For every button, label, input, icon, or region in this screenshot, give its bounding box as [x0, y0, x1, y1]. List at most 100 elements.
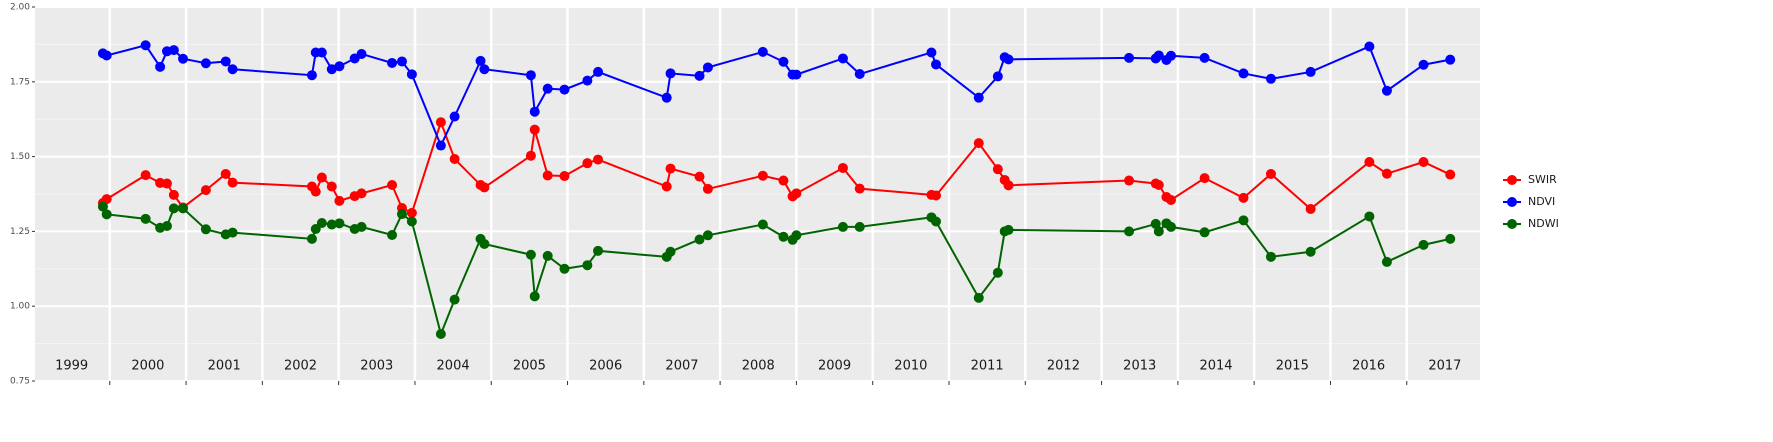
- legend-label: NDVI: [1528, 195, 1555, 208]
- data-point: [1238, 68, 1249, 79]
- data-point: [406, 216, 417, 227]
- data-point: [529, 291, 540, 302]
- data-point: [992, 164, 1003, 175]
- data-point: [1364, 211, 1375, 222]
- data-point: [200, 224, 211, 235]
- data-point: [1124, 175, 1135, 186]
- data-point: [1238, 215, 1249, 226]
- data-point: [542, 170, 553, 181]
- data-point: [1166, 221, 1177, 232]
- data-point: [140, 213, 151, 224]
- data-point: [757, 170, 768, 181]
- data-point: [542, 250, 553, 261]
- data-point: [316, 218, 327, 229]
- data-point: [1445, 233, 1456, 244]
- data-point: [559, 84, 570, 95]
- year-label: 2016: [1352, 359, 1385, 374]
- data-point: [973, 92, 984, 103]
- data-point: [791, 230, 802, 241]
- data-point: [854, 221, 865, 232]
- data-point: [665, 68, 676, 79]
- legend-label: NDWI: [1528, 217, 1559, 230]
- year-label: 2002: [284, 359, 317, 374]
- data-point: [1305, 203, 1316, 214]
- data-point: [926, 47, 937, 58]
- data-point: [475, 55, 486, 66]
- data-point: [559, 263, 570, 274]
- data-point: [387, 180, 398, 191]
- year-label: 2006: [589, 359, 622, 374]
- data-point: [931, 216, 942, 227]
- data-point: [310, 186, 321, 197]
- legend-marker: [1507, 197, 1517, 207]
- year-label: 2012: [1047, 359, 1080, 374]
- data-point: [479, 182, 490, 193]
- data-point: [559, 171, 570, 182]
- data-point: [931, 59, 942, 70]
- data-point: [694, 234, 705, 245]
- data-point: [406, 207, 417, 218]
- data-point: [542, 83, 553, 94]
- year-label: 2008: [742, 359, 775, 374]
- y-tick-label: 1.00: [10, 302, 30, 312]
- data-point: [702, 62, 713, 73]
- data-point: [356, 188, 367, 199]
- y-tick-label: 1.25: [10, 227, 30, 237]
- data-point: [155, 61, 166, 72]
- data-point: [1418, 156, 1429, 167]
- data-point: [406, 69, 417, 80]
- data-point: [1199, 173, 1210, 184]
- data-point: [1364, 41, 1375, 52]
- data-point: [1445, 54, 1456, 65]
- data-point: [665, 246, 676, 257]
- data-point: [178, 53, 189, 64]
- y-tick-label: 0.75: [10, 377, 30, 387]
- data-point: [837, 221, 848, 232]
- year-label: 2000: [131, 359, 164, 374]
- data-point: [582, 260, 593, 271]
- data-point: [1265, 168, 1276, 179]
- data-point: [525, 150, 536, 161]
- data-point: [1364, 156, 1375, 167]
- data-point: [778, 56, 789, 67]
- data-point: [1199, 52, 1210, 63]
- data-point: [227, 64, 238, 75]
- year-label: 2014: [1199, 359, 1232, 374]
- data-point: [140, 40, 151, 51]
- year-label: 2003: [360, 359, 393, 374]
- data-point: [310, 224, 321, 235]
- data-point: [1150, 218, 1161, 229]
- data-point: [316, 47, 327, 58]
- data-point: [449, 111, 460, 122]
- data-point: [1305, 66, 1316, 77]
- legend-label: SWIR: [1528, 173, 1557, 186]
- data-point: [1153, 226, 1164, 237]
- data-point: [140, 170, 151, 181]
- year-label: 1999: [55, 359, 88, 374]
- data-point: [593, 245, 604, 256]
- data-point: [334, 195, 345, 206]
- data-point: [1265, 251, 1276, 262]
- data-point: [854, 183, 865, 194]
- data-point: [665, 163, 676, 174]
- data-point: [1418, 239, 1429, 250]
- data-point: [661, 181, 672, 192]
- data-point: [326, 64, 337, 75]
- data-point: [479, 238, 490, 249]
- data-point: [168, 45, 179, 56]
- data-point: [387, 57, 398, 68]
- data-point: [837, 53, 848, 64]
- data-point: [200, 58, 211, 69]
- data-point: [582, 75, 593, 86]
- data-point: [757, 219, 768, 230]
- data-point: [387, 229, 398, 240]
- data-point: [1153, 180, 1164, 191]
- data-point: [931, 190, 942, 201]
- data-point: [1003, 180, 1014, 191]
- data-point: [356, 221, 367, 232]
- data-point: [1381, 256, 1392, 267]
- data-point: [178, 203, 189, 214]
- data-point: [435, 329, 446, 340]
- data-point: [326, 181, 337, 192]
